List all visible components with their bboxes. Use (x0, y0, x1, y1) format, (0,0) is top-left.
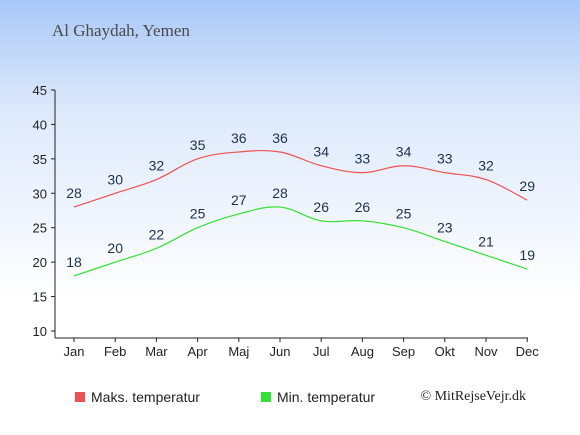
max-temperature-data-label: 34 (396, 144, 412, 160)
legend-min-label: Min. temperatur (277, 389, 376, 405)
y-tick-label: 10 (33, 324, 47, 339)
min-temperature-data-label: 25 (396, 206, 412, 222)
min-temperature-data-label: 18 (66, 254, 82, 270)
max-temperature-data-label: 36 (272, 130, 288, 146)
min-temperature-data-label: 26 (313, 199, 329, 215)
legend-max-swatch (75, 392, 85, 402)
legend-min: Min. temperatur (261, 389, 375, 405)
min-temperature-data-label: 22 (149, 226, 165, 242)
copyright-text: © MitRejseVejr.dk (420, 389, 526, 404)
max-temperature-data-label: 30 (107, 171, 123, 187)
y-tick-label: 30 (33, 186, 47, 201)
max-temperature-data-label: 33 (355, 151, 371, 167)
min-temperature-data-label: 27 (231, 192, 247, 208)
x-tick-label: Feb (104, 344, 126, 359)
y-tick-label: 25 (33, 221, 47, 236)
max-temperature-data-label: 32 (149, 158, 165, 174)
chart-title: Al Ghaydah, Yemen (52, 21, 190, 40)
legend-min-swatch (261, 392, 271, 402)
max-temperature-data-label: 35 (190, 137, 206, 153)
x-tick-label: Aug (351, 344, 374, 359)
y-tick-label: 15 (33, 290, 47, 305)
max-temperature-data-label: 28 (66, 185, 82, 201)
min-temperature-data-label: 19 (519, 247, 535, 263)
y-tick-label: 40 (33, 117, 47, 132)
x-tick-label: Sep (392, 344, 415, 359)
x-tick-label: Jul (313, 344, 330, 359)
y-tick-label: 45 (33, 83, 47, 98)
max-temperature-line (73, 149, 528, 208)
max-temperature-data-label: 32 (478, 158, 494, 174)
min-temperature-data-label: 20 (107, 240, 123, 256)
x-tick-label: Maj (228, 344, 249, 359)
max-temperature-data-label: 36 (231, 130, 247, 146)
legend-max-label: Maks. temperatur (91, 389, 200, 405)
max-temperature-data-label: 29 (519, 178, 535, 194)
min-temperature-data-label: 21 (478, 233, 494, 249)
x-tick-label: Jan (64, 344, 85, 359)
x-tick-label: Apr (187, 344, 208, 359)
x-tick-label: Dec (516, 344, 540, 359)
min-temperature-data-label: 28 (272, 185, 288, 201)
max-temperature-data-label: 33 (437, 151, 453, 167)
legend-max: Maks. temperatur (75, 389, 200, 405)
min-temperature-data-label: 26 (355, 199, 371, 215)
x-tick-label: Mar (145, 344, 168, 359)
y-tick-label: 35 (33, 152, 47, 167)
min-temperature-data-label: 23 (437, 219, 453, 235)
max-temperature-data-label: 34 (313, 144, 329, 160)
y-tick-label: 20 (33, 255, 47, 270)
min-temperature-line (73, 206, 528, 277)
x-tick-label: Jun (270, 344, 291, 359)
x-tick-label: Okt (435, 344, 456, 359)
x-tick-label: Nov (474, 344, 498, 359)
min-temperature-data-label: 25 (190, 206, 206, 222)
